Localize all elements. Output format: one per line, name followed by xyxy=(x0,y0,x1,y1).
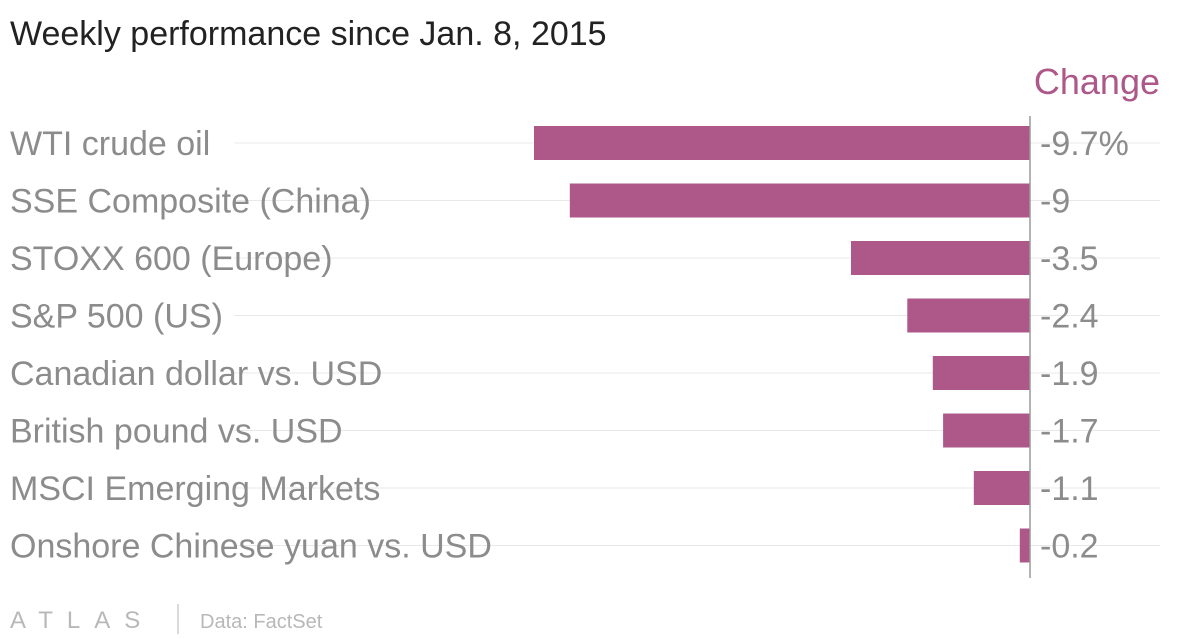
category-label: WTI crude oil xyxy=(10,125,210,163)
chart-rows: WTI crude oil -9.7% SSE Composite (China) -… xyxy=(10,125,1160,566)
category-label: Onshore Chinese yuan vs. USD xyxy=(10,528,492,566)
value-label: -0.2 xyxy=(1040,528,1099,566)
bar xyxy=(907,298,1030,333)
atlas-logo: ATLAS xyxy=(10,607,154,634)
bar xyxy=(534,126,1030,160)
category-label: MSCI Emerging Markets xyxy=(10,470,380,508)
bar xyxy=(851,241,1030,275)
category-label: SSE Composite (China) xyxy=(10,183,371,221)
value-label: -1.9 xyxy=(1040,355,1099,393)
value-label: -9 xyxy=(1040,183,1070,221)
bar xyxy=(943,413,1030,448)
value-label: -9.7% xyxy=(1040,125,1129,163)
bar xyxy=(569,183,1030,218)
bar xyxy=(932,356,1030,390)
value-label: -3.5 xyxy=(1040,240,1099,278)
series-label: Change xyxy=(1034,61,1160,102)
category-label: British pound vs. USD xyxy=(10,413,343,451)
category-label: STOXX 600 (Europe) xyxy=(10,240,333,278)
bar xyxy=(973,471,1030,505)
bar xyxy=(1019,528,1030,563)
data-source: Data: FactSet xyxy=(200,611,323,633)
chart-title: Weekly performance since Jan. 8, 2015 xyxy=(10,15,607,53)
value-label: -1.7 xyxy=(1040,413,1099,451)
value-label: -1.1 xyxy=(1040,470,1099,508)
category-label: Canadian dollar vs. USD xyxy=(10,355,382,393)
value-label: -2.4 xyxy=(1040,298,1099,336)
category-label: S&P 500 (US) xyxy=(10,298,223,336)
